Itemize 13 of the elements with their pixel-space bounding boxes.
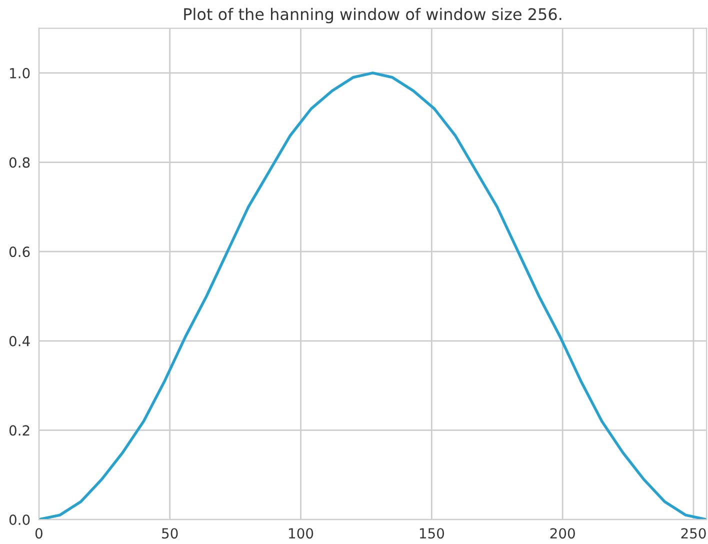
y-tick-label: 0.2 — [9, 425, 30, 436]
y-tick-label: 0.8 — [9, 157, 30, 168]
y-tick-label: 1.0 — [10, 68, 30, 78]
chart-title: Plot of the hanning window of window size 256. — [184, 8, 562, 24]
x-tick-label: 0 — [35, 528, 42, 539]
y-tick-label: 0.0 — [9, 514, 30, 525]
x-tick-label: 100 — [289, 528, 314, 539]
y-tick-label: 0.4 — [9, 336, 30, 346]
x-tick-label: 250 — [681, 528, 706, 539]
y-tick-label: 0.6 — [9, 246, 30, 258]
x-tick-label: 50 — [162, 528, 178, 539]
x-tick-label: 200 — [550, 528, 575, 539]
x-tick-label: 150 — [420, 528, 444, 539]
